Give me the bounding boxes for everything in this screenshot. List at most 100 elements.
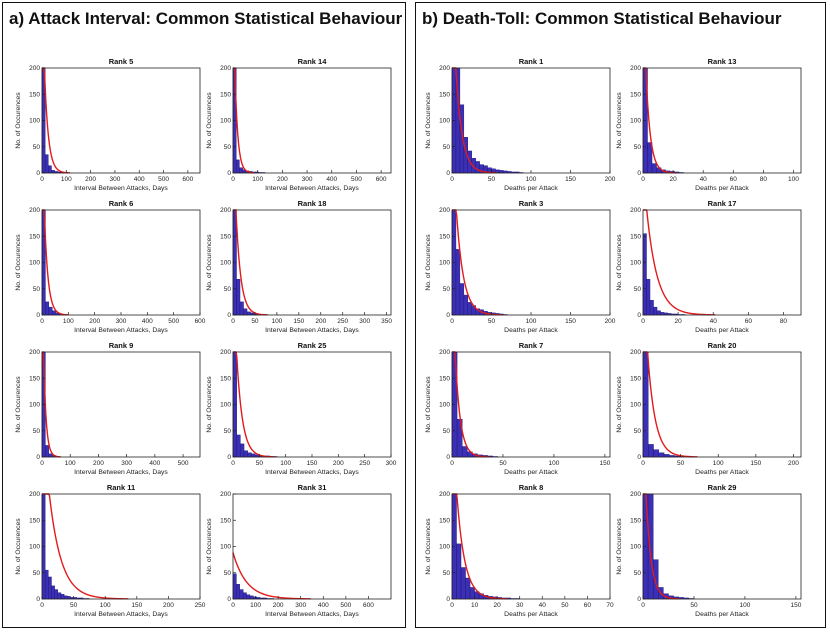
x-tick-label: 0: [231, 318, 235, 325]
x-tick-label: 10: [471, 602, 479, 609]
bar: [239, 589, 244, 600]
bar: [647, 493, 654, 600]
x-tick-label: 60: [584, 602, 592, 609]
bar: [646, 279, 651, 316]
x-tick-label: 300: [302, 176, 313, 183]
x-axis-label: Interval Between Attacks, Days: [74, 469, 168, 476]
bar: [649, 300, 654, 316]
y-tick-label: 0: [637, 596, 641, 603]
x-tick-label: 50: [488, 176, 496, 183]
bar: [656, 310, 661, 316]
x-tick-label: 200: [788, 460, 799, 467]
x-tick-label: 0: [641, 602, 645, 609]
chart-title: Rank 7: [519, 341, 544, 350]
fit-curve: [643, 493, 680, 600]
y-tick-label: 0: [36, 454, 40, 461]
y-tick-label: 0: [446, 312, 450, 319]
fit-curve: [643, 351, 698, 458]
y-tick-label: 100: [220, 544, 231, 551]
y-tick-label: 200: [439, 207, 450, 214]
bar: [653, 449, 659, 458]
bar: [236, 159, 240, 174]
x-axis-label: Deaths per Attack: [504, 327, 558, 334]
histogram-rank-1: 0 50 100 150 200 0 50 100 150 200 Rank 1 Deaths per…: [425, 57, 616, 192]
axes-box: [642, 351, 802, 458]
bar: [475, 161, 480, 174]
bar: [63, 595, 68, 600]
x-tick-label: 100: [740, 602, 751, 609]
x-tick-label: 100: [65, 460, 76, 467]
chart-title: Rank 8: [519, 483, 544, 492]
x-tick-label: 50: [499, 460, 507, 467]
x-axis-label: Interval Between Attacks, Days: [265, 327, 359, 334]
x-axis-label: Deaths per Attack: [695, 611, 749, 618]
bar: [651, 163, 657, 174]
y-tick-label: 100: [439, 260, 450, 267]
y-tick-label: 200: [220, 65, 231, 72]
x-tick-label: 20: [674, 318, 682, 325]
bar: [465, 577, 471, 600]
x-tick-label: 400: [134, 176, 145, 183]
x-tick-label: 100: [788, 176, 799, 183]
x-tick-label: 80: [760, 176, 768, 183]
y-tick-label: 100: [630, 260, 641, 267]
bar: [455, 249, 461, 316]
x-tick-label: 200: [93, 460, 104, 467]
x-tick-label: 100: [271, 318, 282, 325]
y-axis-label: No. of Occurences: [15, 234, 22, 291]
y-tick-label: 50: [33, 428, 41, 435]
x-tick-label: 350: [381, 318, 392, 325]
x-tick-label: 400: [326, 176, 337, 183]
y-tick-label: 50: [224, 570, 232, 577]
x-tick-label: 150: [790, 602, 801, 609]
y-tick-label: 200: [630, 491, 641, 498]
bar: [236, 434, 241, 458]
y-tick-label: 100: [220, 260, 231, 267]
y-axis-label: No. of Occurences: [425, 92, 432, 149]
fit-curve: [233, 351, 275, 458]
y-axis-label: No. of Occurences: [616, 518, 623, 575]
x-tick-label: 600: [376, 176, 387, 183]
x-tick-label: 400: [149, 460, 160, 467]
histogram-rank-14: 0 100 200 300 400 500 600 0 50 100 150 200 Rank 14 In…: [206, 57, 392, 192]
y-tick-label: 0: [227, 312, 231, 319]
bar: [60, 594, 65, 600]
axes-box: [41, 493, 201, 600]
x-tick-label: 0: [450, 460, 454, 467]
fit-curve: [452, 67, 498, 174]
bar: [642, 233, 647, 316]
bar: [44, 154, 49, 174]
y-tick-label: 50: [443, 428, 451, 435]
y-tick-label: 150: [439, 375, 450, 382]
y-tick-label: 0: [36, 312, 40, 319]
y-axis-label: No. of Occurences: [616, 92, 623, 149]
fit-curve: [452, 209, 503, 316]
y-tick-label: 200: [220, 349, 231, 356]
x-axis-label: Interval Between Attacks, Days: [265, 611, 359, 618]
y-tick-label: 50: [634, 286, 642, 293]
axes-box: [642, 67, 802, 174]
panel-title-b: b) Death-Toll: Common Statistical Behavi…: [422, 9, 782, 28]
fit-curve: [452, 493, 509, 600]
y-tick-label: 200: [29, 491, 40, 498]
y-tick-label: 150: [29, 233, 40, 240]
y-tick-label: 200: [29, 65, 40, 72]
axes-box: [232, 493, 392, 600]
x-tick-label: 250: [195, 602, 206, 609]
bar: [461, 446, 468, 458]
y-tick-label: 50: [443, 144, 451, 151]
x-tick-label: 300: [359, 318, 370, 325]
axes-box: [232, 67, 392, 174]
x-tick-label: 0: [450, 176, 454, 183]
chart-title: Rank 29: [708, 483, 737, 492]
x-tick-label: 600: [195, 318, 206, 325]
y-tick-label: 200: [630, 65, 641, 72]
bar: [460, 567, 466, 600]
axes-box: [642, 493, 802, 600]
y-tick-label: 150: [220, 375, 231, 382]
x-tick-label: 500: [340, 602, 351, 609]
y-tick-label: 200: [439, 491, 450, 498]
y-tick-label: 0: [446, 170, 450, 177]
fit-curve: [42, 209, 69, 316]
y-tick-label: 0: [637, 312, 641, 319]
